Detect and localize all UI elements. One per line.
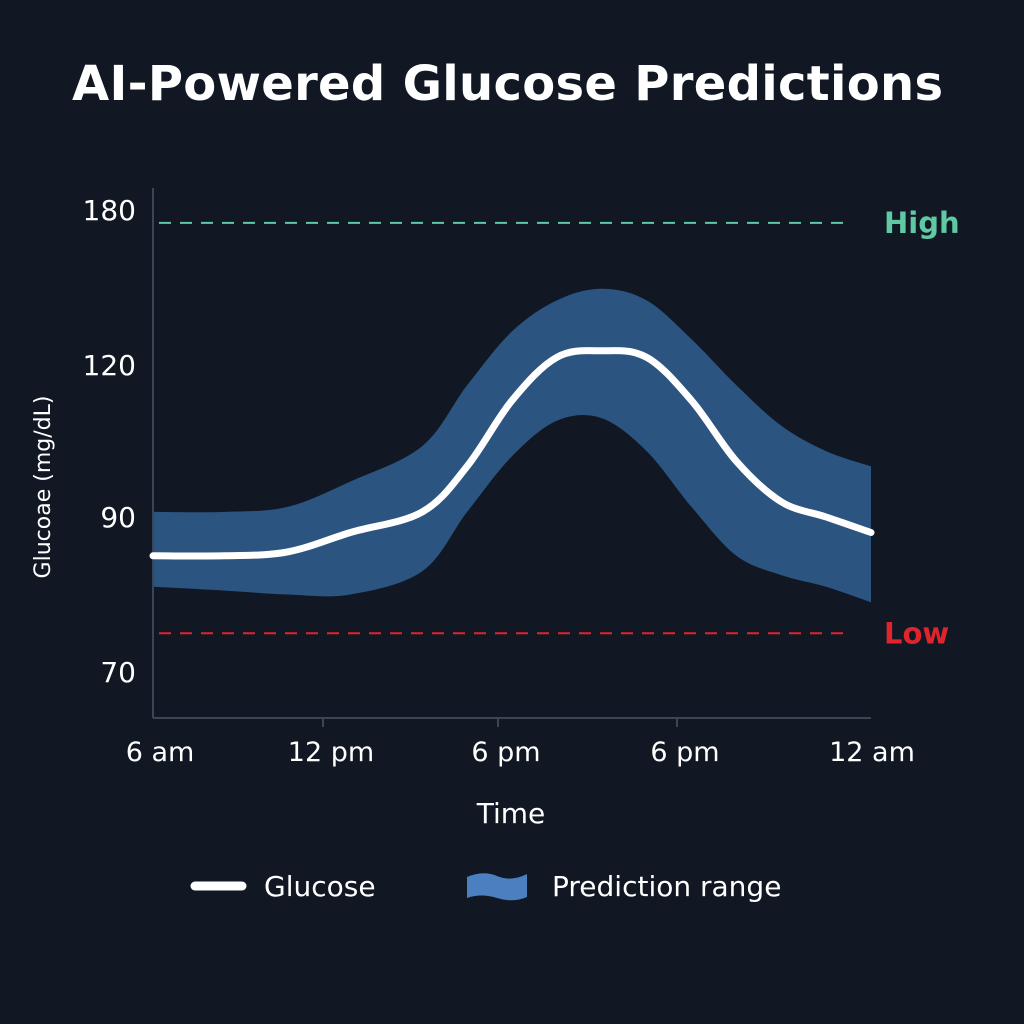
legend-swatch-prediction bbox=[467, 873, 527, 901]
threshold-layer: High Low bbox=[159, 206, 960, 650]
glucose-line bbox=[149, 347, 875, 560]
x-tick-label: 6 pm bbox=[471, 737, 540, 768]
axes-layer bbox=[152, 188, 871, 727]
x-axis-title: Time bbox=[476, 797, 546, 830]
prediction-range-band bbox=[153, 288, 871, 603]
y-tick-label: 120 bbox=[83, 349, 136, 382]
glucose-line-layer bbox=[149, 347, 875, 560]
y-tick-label: 90 bbox=[100, 501, 136, 534]
threshold-label-high: High bbox=[884, 206, 960, 240]
page-title: AI-Powered Glucose Predictions bbox=[72, 56, 944, 112]
x-tick-label: 6 pm bbox=[650, 737, 719, 768]
labels-layer: 180 120 90 70 6 am 12 pm 6 pm 6 pm 12 am Time Gluc… bbox=[31, 194, 915, 830]
legend-label-glucose: Glucose bbox=[264, 870, 376, 903]
y-axis-title: Glucoae (mg/dL) bbox=[31, 396, 56, 579]
y-tick-label: 180 bbox=[83, 194, 136, 227]
legend: Glucose Prediction range bbox=[190, 870, 781, 903]
x-tick-label: 12 am bbox=[829, 737, 915, 768]
prediction-band-layer bbox=[153, 288, 871, 603]
legend-label-prediction: Prediction range bbox=[552, 870, 781, 903]
y-tick-label: 70 bbox=[100, 656, 136, 689]
threshold-label-low: Low bbox=[884, 616, 949, 650]
x-tick-label: 12 pm bbox=[288, 737, 374, 768]
x-tick-label: 6 am bbox=[126, 737, 195, 768]
